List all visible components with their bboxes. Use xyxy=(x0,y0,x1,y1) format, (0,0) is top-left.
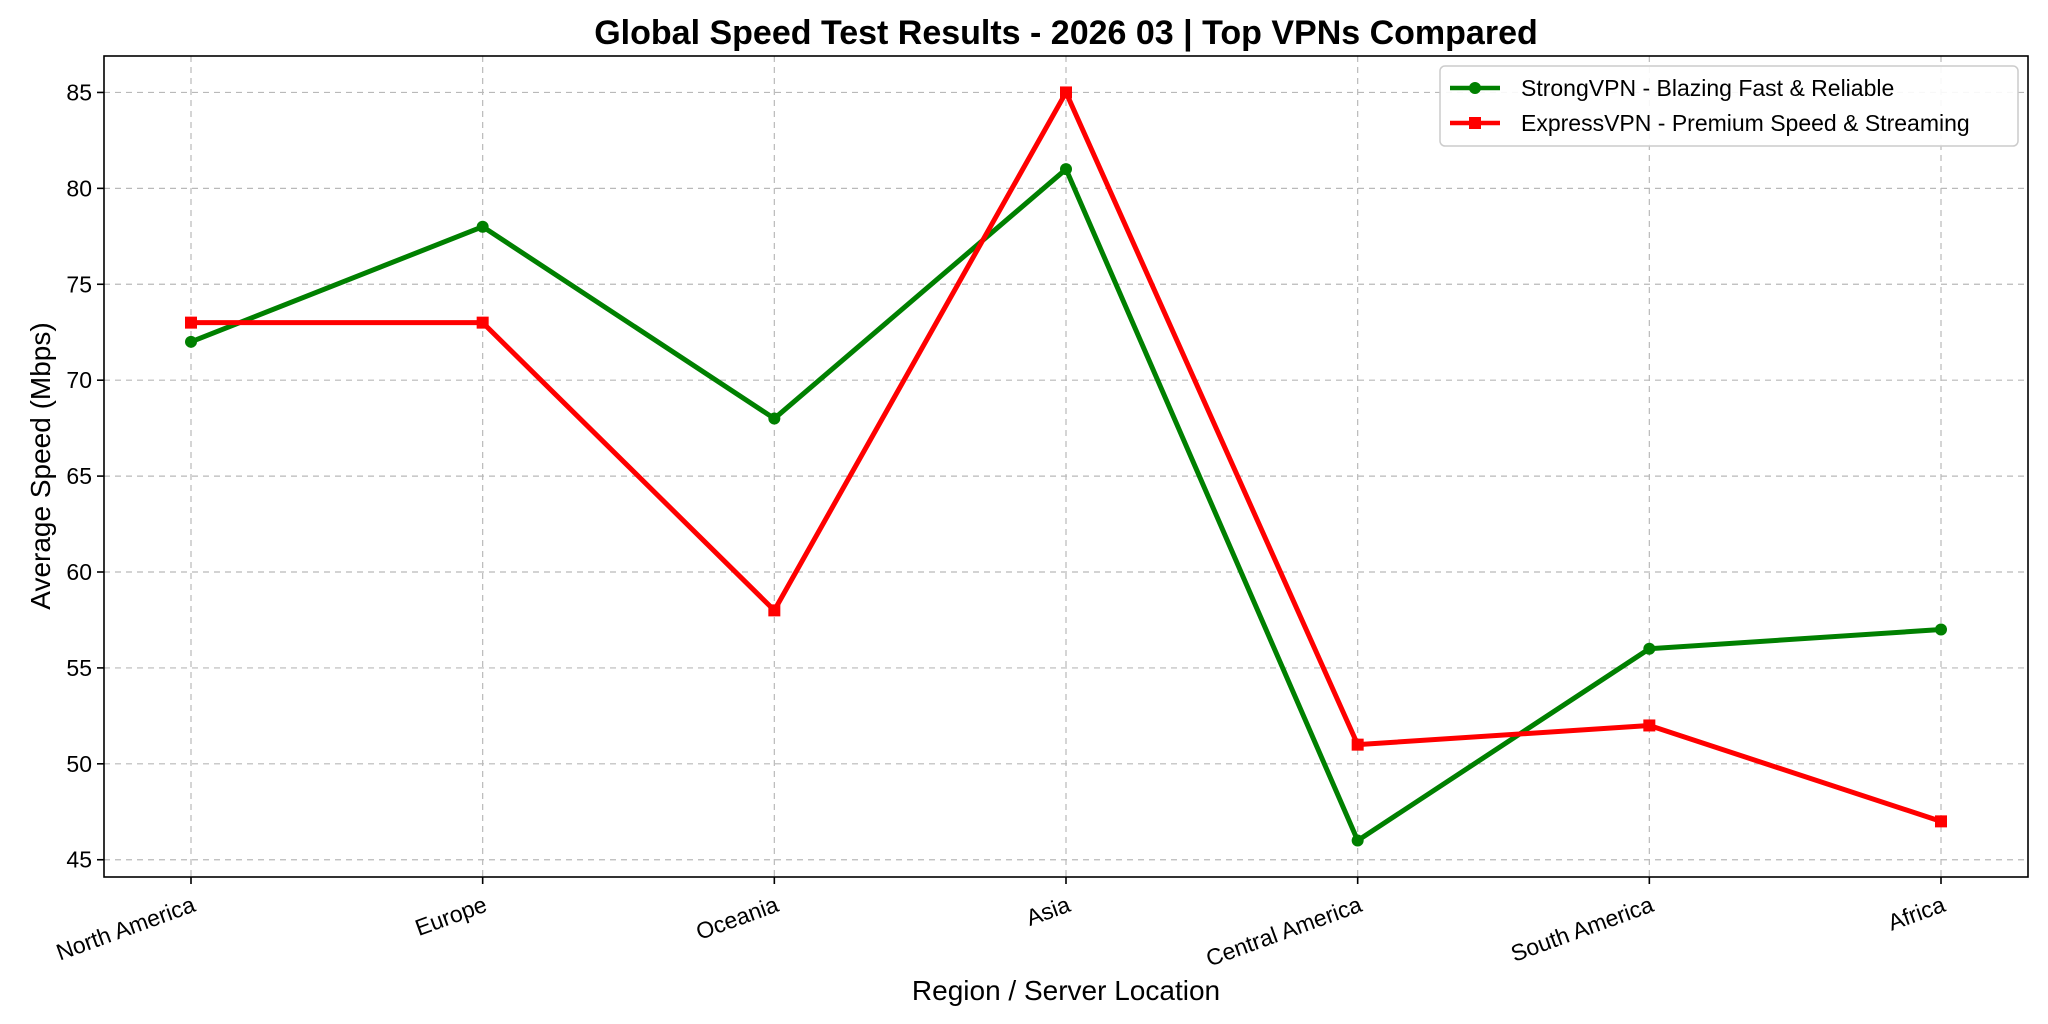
data-point-strongvpn-oceania xyxy=(768,412,781,425)
y-tick-label-50: 50 xyxy=(66,751,92,777)
series-expressvpn xyxy=(185,86,1947,828)
y-tick-label-65: 65 xyxy=(66,463,92,489)
data-point-expressvpn-central-america xyxy=(1351,738,1364,751)
y-tick-label-70: 70 xyxy=(66,367,92,393)
data-point-expressvpn-europe xyxy=(476,316,489,329)
data-point-strongvpn-south-america xyxy=(1643,642,1656,655)
series-strongvpn xyxy=(185,163,1947,847)
legend-marker-expressvpn xyxy=(1469,117,1481,129)
y-axis-label: Average Speed (Mbps) xyxy=(25,322,56,609)
legend-label-expressvpn: ExpressVPN - Premium Speed & Streaming xyxy=(1521,110,1970,136)
y-tick-label-75: 75 xyxy=(66,271,92,297)
legend-label-strongvpn: StrongVPN - Blazing Fast & Reliable xyxy=(1521,75,1894,101)
x-tick-label-europe: Europe xyxy=(412,891,491,941)
x-tick-label-africa: Africa xyxy=(1884,891,1948,936)
x-tick-label-north-america: North America xyxy=(53,891,199,965)
data-point-strongvpn-asia xyxy=(1060,163,1072,176)
data-point-expressvpn-asia xyxy=(1060,86,1072,99)
grid-layer xyxy=(104,56,2028,877)
data-point-strongvpn-central-america xyxy=(1351,834,1364,847)
y-axis-ticks: 45 50 55 60 65 70 75 80 85 xyxy=(66,79,104,873)
data-point-expressvpn-africa xyxy=(1935,815,1947,828)
y-tick-label-45: 45 xyxy=(66,847,92,873)
y-tick-label-85: 85 xyxy=(66,79,92,105)
x-tick-label-oceania: Oceania xyxy=(692,891,782,945)
y-tick-label-80: 80 xyxy=(66,175,92,201)
legend-frame xyxy=(1439,65,2019,147)
y-tick-label-55: 55 xyxy=(66,655,92,681)
chart-title: Global Speed Test Results - 2026 03 | To… xyxy=(594,14,1538,52)
series-layer xyxy=(185,86,1947,847)
x-tick-label-south-america: South America xyxy=(1507,891,1657,967)
data-point-strongvpn-africa xyxy=(1935,623,1947,636)
data-point-strongvpn-europe xyxy=(476,220,489,233)
data-point-expressvpn-north-america xyxy=(185,316,197,329)
data-point-expressvpn-oceania xyxy=(768,604,781,617)
x-axis-ticks: North America Europe Oceania Asia Central Am… xyxy=(53,877,1949,971)
legend-marker-strongvpn xyxy=(1469,82,1481,94)
data-point-strongvpn-north-america xyxy=(185,335,197,348)
y-tick-label-60: 60 xyxy=(66,559,92,585)
x-tick-label-central-america: Central America xyxy=(1202,891,1365,971)
x-tick-label-asia: Asia xyxy=(1023,891,1074,931)
legend: StrongVPN - Blazing Fast & Reliable Expr… xyxy=(1439,65,2019,147)
x-axis-label: Region / Server Location xyxy=(912,975,1220,1006)
data-point-expressvpn-south-america xyxy=(1643,719,1656,732)
